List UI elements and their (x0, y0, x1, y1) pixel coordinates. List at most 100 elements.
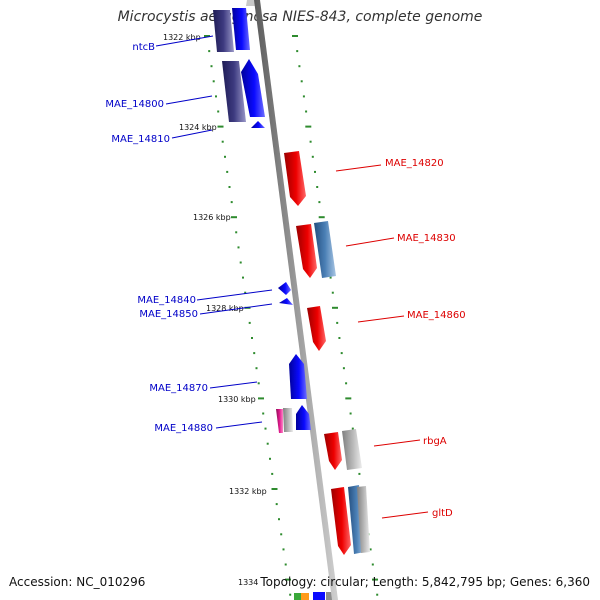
scale-tick (262, 412, 265, 415)
gene-dark-top[interactable] (213, 10, 234, 52)
gene-mae-14810[interactable] (251, 121, 265, 128)
gene-grey-rbgA[interactable] (342, 429, 362, 470)
gene-label-mae-14820[interactable]: MAE_14820 (385, 158, 444, 169)
genome-summary: Topology: circular; Length: 5,842,795 bp… (260, 575, 590, 589)
gene-label-gltD[interactable]: gltD (432, 508, 453, 519)
scale-tick (292, 35, 298, 37)
gene-mae-14850[interactable] (279, 298, 293, 305)
gene-label-mae-14880[interactable]: MAE_14880 (154, 423, 213, 434)
scale-tick (314, 170, 316, 173)
scale-tick (345, 382, 348, 385)
scale-tick (264, 427, 267, 430)
callout-line (215, 421, 263, 429)
scale-tick (271, 472, 274, 475)
scale-tick (329, 276, 332, 279)
scale-tick (340, 352, 343, 355)
forward-strand-genes (213, 8, 311, 433)
scale-tick (342, 367, 345, 370)
scale-tick (332, 306, 338, 309)
gene-rbgA[interactable] (324, 432, 342, 470)
scale-tick (226, 170, 229, 173)
scale-label: 1324 kbp (179, 123, 217, 132)
gene-mae-14820[interactable] (284, 151, 306, 206)
scale-tick (338, 337, 341, 339)
scale-tick (242, 276, 244, 279)
gene-mae-14880[interactable] (276, 409, 283, 433)
scale-tick (371, 563, 374, 566)
scale-tick (271, 488, 278, 490)
scale-tick (369, 548, 372, 551)
gene-mae-14830[interactable] (296, 224, 317, 278)
callout-line (155, 35, 214, 47)
scale-tick (251, 337, 253, 339)
scale-tick (237, 246, 240, 249)
gene-gltD[interactable] (331, 487, 351, 555)
gene-label-mae-14840[interactable]: MAE_14840 (137, 295, 196, 306)
scale-tick (349, 412, 352, 415)
scale-tick (269, 457, 271, 460)
gene-label-mae-14860[interactable]: MAE_14860 (407, 310, 466, 321)
scale-tick (280, 533, 283, 536)
genome-backbone (254, 0, 338, 600)
gene-label-mae-14850[interactable]: MAE_14850 (139, 309, 198, 320)
scale-tick (258, 397, 264, 400)
scale-tick (217, 125, 224, 128)
gene-mae-14800[interactable] (241, 59, 265, 117)
scale-tick (228, 186, 231, 188)
gene-label-rbgA[interactable]: rbgA (423, 436, 447, 447)
scale-tick (215, 95, 217, 98)
gene-label-mae-14810[interactable]: MAE_14810 (111, 134, 170, 145)
scale-tick (311, 155, 314, 158)
scale-tick (235, 231, 238, 234)
scale-tick (212, 80, 215, 83)
gene-label-mae-14800[interactable]: MAE_14800 (105, 99, 164, 110)
scale-tick (282, 548, 285, 551)
scale-tick (253, 352, 256, 355)
scale-label: 1332 kbp (229, 487, 267, 496)
gene-label-mae-14870[interactable]: MAE_14870 (149, 383, 208, 394)
scale-tick (358, 472, 361, 475)
gene-mae-14860[interactable] (307, 306, 326, 351)
gene-grey-left[interactable] (283, 408, 293, 432)
gene-label-ntcB[interactable]: ntcB (132, 42, 155, 53)
gene-mae-14800-dark[interactable] (222, 61, 246, 122)
callout-line (199, 303, 273, 315)
scale-label: 1328 kbp (206, 304, 244, 313)
scale-tick (345, 397, 352, 400)
scale-tick (230, 201, 233, 204)
gene-ntcB[interactable] (232, 8, 250, 50)
callout-line (165, 95, 213, 105)
callout-line (381, 511, 429, 519)
callout-line (345, 237, 395, 247)
scale-tick (372, 578, 378, 581)
scale-tick (204, 35, 210, 37)
scale-tick (300, 80, 303, 83)
scale-tick (217, 110, 220, 113)
scale-tick (285, 578, 291, 581)
scale-tick (239, 261, 242, 264)
callout-line (357, 315, 405, 323)
gene-label-mae-14830[interactable]: MAE_14830 (397, 233, 456, 244)
scale-label: 1326 kbp (193, 213, 231, 222)
gene-mae-14870[interactable] (289, 354, 307, 399)
scale-tick (316, 186, 319, 188)
accession-label: Accession: NC_010296 (9, 575, 146, 589)
scale-tick (302, 95, 305, 98)
gene-blue-small[interactable] (296, 405, 311, 430)
scale-tick (210, 65, 213, 68)
reverse-strand-genes (284, 151, 370, 555)
callout-line (335, 164, 382, 172)
scale-tick (318, 216, 325, 219)
gene-steel-14830[interactable] (314, 221, 336, 278)
scale-label: 1330 kbp (218, 395, 256, 404)
scale-tick (224, 155, 226, 158)
scale-label: 1334 (238, 578, 258, 587)
gene-grey-gltD[interactable] (357, 486, 370, 553)
gene-mae-14840[interactable] (278, 282, 291, 295)
scale-tick (318, 201, 321, 204)
scale-tick (331, 291, 334, 294)
scale-tick (298, 65, 301, 68)
callout-line (196, 289, 273, 301)
